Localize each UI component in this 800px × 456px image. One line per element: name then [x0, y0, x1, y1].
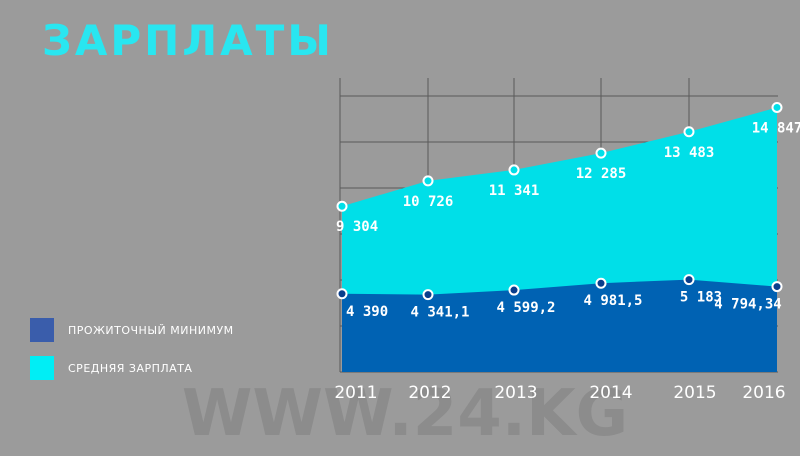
chart-title: ЗАРПЛАТЫ: [42, 16, 334, 65]
data-label-average-salary: 10 726: [403, 194, 454, 210]
data-labels: 9 304 10 726 11 341 12 285 13 483 14 847 4 390…: [336, 120, 800, 320]
data-points: [336, 101, 783, 301]
legend-item-average-salary: СРЕДНЯЯ ЗАРПЛАТА: [30, 356, 234, 380]
legend-swatch-subsistence: [30, 318, 54, 342]
x-tick-label: 2016: [742, 383, 785, 403]
point-average-salary: [683, 126, 695, 138]
point-subsistence-minimum: [336, 288, 348, 300]
data-label-average-salary: 13 483: [664, 145, 715, 161]
point-average-salary: [422, 175, 434, 187]
legend-item-subsistence: ПРОЖИТОЧНЫЙ МИНИМУМ: [30, 318, 234, 342]
data-label-subsistence-minimum: 4 794,34: [714, 297, 781, 313]
data-label-average-salary: 14 847: [752, 120, 800, 136]
data-label-average-salary: 12 285: [576, 166, 627, 182]
data-label-subsistence-minimum: 4 981,5: [583, 293, 642, 309]
x-tick-label: 2012: [408, 383, 451, 403]
areas: [342, 107, 777, 372]
point-subsistence-minimum: [422, 289, 434, 301]
point-subsistence-minimum: [683, 274, 695, 286]
data-label-subsistence-minimum: 4 390: [346, 304, 388, 320]
x-tick-label: 2011: [334, 383, 377, 403]
legend: ПРОЖИТОЧНЫЙ МИНИМУМ СРЕДНЯЯ ЗАРПЛАТА: [30, 318, 234, 394]
point-average-salary: [595, 147, 607, 159]
data-label-subsistence-minimum: 4 341,1: [410, 305, 469, 321]
point-average-salary: [771, 101, 783, 113]
point-subsistence-minimum: [771, 281, 783, 293]
watermark-text: WWW.24.KG: [182, 377, 628, 451]
x-tick-label: 2015: [673, 383, 716, 403]
x-tick-label: 2014: [589, 383, 632, 403]
point-average-salary: [508, 164, 520, 176]
point-average-salary: [336, 200, 348, 212]
data-label-average-salary: 9 304: [336, 219, 378, 235]
data-label-average-salary: 11 341: [489, 183, 540, 199]
x-axis-ticks: 2011 2012 2013 2014 2015 2016: [334, 383, 785, 403]
legend-label-average-salary: СРЕДНЯЯ ЗАРПЛАТА: [68, 361, 193, 375]
point-subsistence-minimum: [595, 277, 607, 289]
area-subsistence-minimum: [342, 279, 777, 372]
point-subsistence-minimum: [508, 284, 520, 296]
legend-swatch-average-salary: [30, 356, 54, 380]
data-label-subsistence-minimum: 5 183: [680, 290, 722, 306]
data-label-subsistence-minimum: 4 599,2: [496, 300, 555, 316]
x-tick-label: 2013: [494, 383, 537, 403]
legend-label-subsistence: ПРОЖИТОЧНЫЙ МИНИМУМ: [68, 323, 234, 337]
